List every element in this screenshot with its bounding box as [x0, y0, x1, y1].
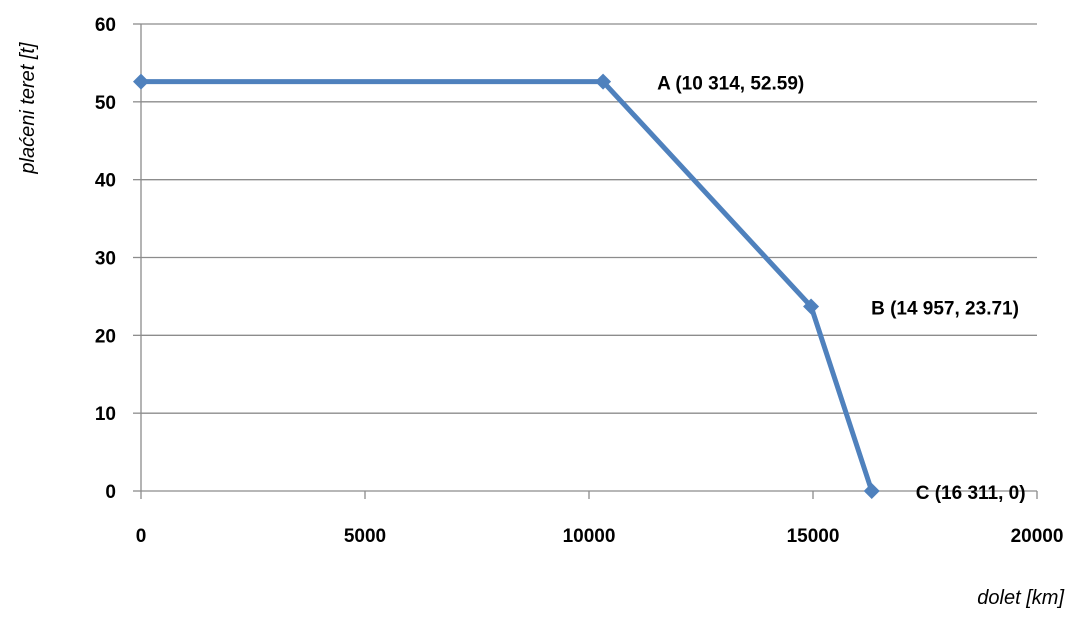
- series-layer: [133, 73, 880, 499]
- data-point-marker: [863, 483, 880, 499]
- axes: [133, 23, 1038, 499]
- series-line: [141, 79, 875, 492]
- data-point-marker: [803, 298, 820, 315]
- data-point-marker: [133, 73, 149, 90]
- x-tick-label: 20000: [1011, 526, 1064, 547]
- y-tick-label: 10: [95, 404, 116, 425]
- x-axis-title: dolet [km]: [977, 587, 1064, 609]
- x-tick-label: 0: [136, 526, 147, 547]
- x-tick-label: 15000: [787, 526, 840, 547]
- gridlines: [141, 23, 1037, 414]
- y-tick-label: 50: [95, 93, 116, 114]
- y-axis-title: plaćeni teret [t]: [17, 42, 39, 175]
- point-annotation: B (14 957, 23.71): [871, 298, 1019, 319]
- point-annotation: A (10 314, 52.59): [657, 74, 804, 95]
- y-tick-label: 40: [95, 171, 116, 192]
- y-tick-label: 0: [105, 482, 116, 503]
- y-tick-label: 30: [95, 249, 116, 270]
- y-tick-label: 60: [95, 15, 116, 36]
- data-point-marker: [595, 73, 612, 90]
- annotations: A (10 314, 52.59) B (14 957, 23.71) C (16 …: [657, 74, 1026, 504]
- x-tick-label: 10000: [563, 526, 616, 547]
- y-tick-labels: 0 10 20 30 40 50 60: [95, 15, 116, 503]
- point-annotation: C (16 311, 0): [916, 483, 1026, 504]
- y-tick-label: 20: [95, 326, 116, 347]
- x-tick-label: 5000: [344, 526, 386, 547]
- x-tick-labels: 0 5000 10000 15000 20000: [136, 526, 1064, 547]
